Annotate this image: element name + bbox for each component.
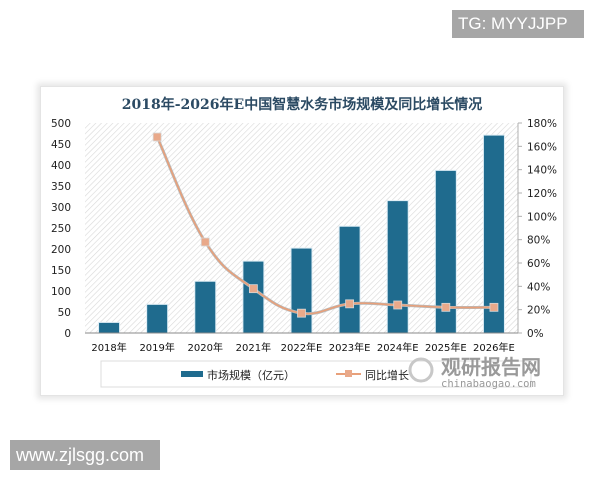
bar <box>195 281 216 333</box>
right-tick-label: 140% <box>527 165 557 177</box>
right-tick-label: 180% <box>527 118 557 130</box>
x-tick-label: 2019年 <box>139 341 174 354</box>
right-tick-label: 100% <box>527 211 557 223</box>
bar <box>387 201 408 333</box>
x-tick-label: 2024年E <box>377 341 419 354</box>
right-tick-label: 20% <box>527 305 550 317</box>
left-axis: 0 50 100 150 200 250 300 350 400 450 500 <box>51 118 71 340</box>
logo: 观研报告网 chinabaogao.com <box>408 355 541 390</box>
right-axis: 0% 20% 40% 60% 80% 100% 120% 140% 160% 180% <box>518 118 557 340</box>
logo-name: 观研报告网 <box>441 355 541 379</box>
left-tick-label: 0 <box>64 328 71 340</box>
legend-label-growth: 同比增长 <box>365 368 409 382</box>
bar <box>339 226 360 333</box>
left-tick-label: 400 <box>51 160 71 172</box>
right-tick-label: 80% <box>527 235 550 247</box>
growth-marker <box>248 284 258 294</box>
logo-url: chinabaogao.com <box>441 378 536 390</box>
right-tick-label: 120% <box>527 188 557 200</box>
left-tick-label: 50 <box>58 307 71 319</box>
logo-swirl-icon <box>408 357 434 383</box>
x-tick-label: 2026年E <box>473 341 515 354</box>
legend-box <box>100 360 532 388</box>
legend-item-growth: 同比增长 <box>336 368 409 382</box>
bar <box>243 261 264 333</box>
bar <box>483 135 504 333</box>
x-tick-label: 2022年E <box>281 341 323 354</box>
growth-marker <box>441 302 451 312</box>
watermark-tg: TG: MYYJJPP <box>452 10 584 38</box>
legend-label-market-size: 市场规模（亿元） <box>207 368 295 382</box>
legend-bar-swatch-icon <box>181 371 203 377</box>
chart: 2018年-2026年E中国智慧水务市场规模及同比增长情况 0 50 100 150 2… <box>51 96 557 390</box>
growth-marker <box>200 237 210 247</box>
right-tick-label: 40% <box>527 281 550 293</box>
x-tick-label: 2020年 <box>188 341 223 354</box>
chart-title: 2018年-2026年E中国智慧水务市场规模及同比增长情况 <box>122 96 482 113</box>
growth-marker <box>393 300 403 310</box>
legend-item-market-size: 市场规模（亿元） <box>181 368 295 382</box>
right-tick-label: 160% <box>527 141 557 153</box>
chart-card: 2018年-2026年E中国智慧水务市场规模及同比增长情况 0 50 100 150 2… <box>40 86 564 396</box>
growth-marker <box>152 132 162 142</box>
left-tick-label: 300 <box>51 202 71 214</box>
growth-line-series <box>152 132 499 318</box>
watermark-url: www.zjlsgg.com <box>10 440 160 470</box>
x-tick-label: 2021年 <box>236 341 271 354</box>
growth-marker <box>489 302 499 312</box>
left-tick-label: 450 <box>51 139 71 151</box>
right-tick-label: 0% <box>527 328 544 340</box>
x-axis: 2018年 2019年 2020年 2021年 2022年E 2023年E 2024年E 20… <box>91 341 515 354</box>
bar <box>435 170 456 333</box>
bar <box>291 248 312 333</box>
growth-marker <box>297 308 306 318</box>
left-tick-label: 100 <box>51 286 71 298</box>
left-tick-label: 200 <box>51 244 71 256</box>
left-tick-label: 250 <box>51 223 71 235</box>
bar-series <box>98 134 505 333</box>
left-tick-label: 150 <box>51 265 71 277</box>
bar <box>147 304 168 333</box>
right-tick-label: 60% <box>527 258 550 270</box>
x-tick-label: 2025年E <box>425 341 467 354</box>
x-tick-label: 2018年 <box>91 341 126 354</box>
legend-marker-icon <box>345 370 352 377</box>
growth-marker <box>345 299 355 309</box>
left-tick-label: 350 <box>51 181 71 193</box>
bar <box>99 322 120 333</box>
left-tick-label: 500 <box>51 118 71 130</box>
x-tick-label: 2023年E <box>329 341 371 354</box>
